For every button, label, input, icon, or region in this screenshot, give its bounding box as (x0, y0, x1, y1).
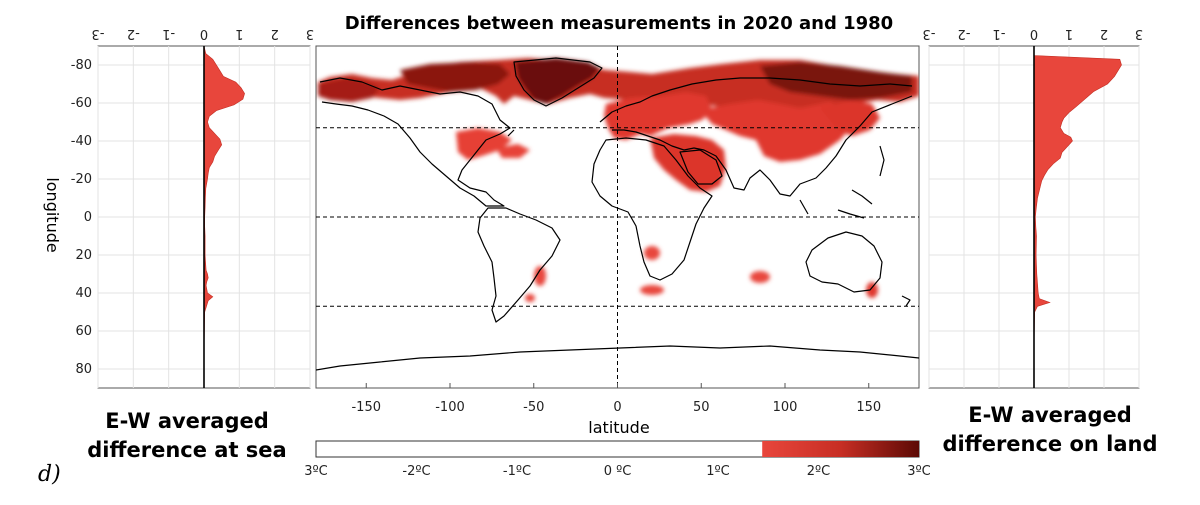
greenland-outline (513, 57, 603, 107)
panel-label: d) (38, 462, 61, 487)
n-atlantic (496, 144, 530, 158)
left-x-tick-label: -3 (92, 26, 105, 41)
alaska (318, 78, 380, 102)
left-profile-area (203, 45, 245, 388)
right-x-tick-label: 3 (1135, 26, 1143, 41)
colorbar: 3ºC -2ºC -1ºC 0 ºC 1ºC 2ºC 3ºC (304, 440, 931, 479)
middle-east (650, 134, 726, 192)
right-panel: -3 -2 -1 0 1 2 3 (923, 26, 1144, 389)
left-x-tick-label: 0 (200, 26, 208, 41)
australia-outline (805, 231, 883, 293)
left-x-tick-label: 2 (271, 26, 279, 41)
map-x-tick-label: -50 (523, 400, 544, 415)
s-atlantic-patch (640, 285, 664, 295)
y-tick-label: -20 (71, 172, 92, 187)
y-tick-label: 20 (75, 248, 92, 263)
east-asia (820, 100, 880, 136)
central-asia (700, 100, 852, 162)
south-africa-patch (644, 246, 660, 260)
map-x-tick-label: 150 (856, 400, 881, 415)
right-x-ticks: -3 -2 -1 0 1 2 3 (923, 26, 1144, 41)
left-y-ticks: -80 -60 -40 -20 0 20 40 60 80 (71, 58, 92, 377)
left-x-ticks: -3 -2 -1 0 1 2 3 (92, 26, 315, 41)
left-x-tick-label: -1 (162, 26, 175, 41)
right-profile-area (1033, 46, 1122, 388)
right-x-tick-label: 0 (1030, 26, 1038, 41)
y-tick-label: 40 (75, 286, 92, 301)
south-indian-patch (750, 271, 770, 283)
south-america-outline (477, 207, 561, 323)
right-x-tick-label: 1 (1065, 26, 1073, 41)
eurasia-outline (599, 77, 913, 197)
reference-lines (316, 46, 919, 388)
coastlines (316, 57, 919, 371)
left-panel: -3 -2 -1 0 1 2 3 -80 -60 -40 -20 0 20 40 60 80 longitu… (43, 26, 315, 389)
colorbar-warm-segment (762, 441, 919, 457)
y-tick-label: -40 (71, 134, 92, 149)
colorbar-tick-label: -1ºC (503, 464, 531, 479)
right-caption: E-W averaged difference on land (942, 403, 1158, 456)
colorbar-tick-label: 1ºC (706, 464, 729, 479)
y-tick-label: 80 (75, 362, 92, 377)
y-tick-label: -80 (71, 58, 92, 73)
map-panel: -150 -100 -50 0 50 100 150 latitude (315, 45, 920, 437)
africa-outline (591, 137, 713, 281)
colorbar-tick-label: 2ºC (807, 464, 830, 479)
chart-title: Differences between measurements in 2020… (345, 13, 893, 34)
colorbar-labels: 3ºC -2ºC -1ºC 0 ºC 1ºC 2ºC 3ºC (304, 464, 930, 479)
warming-field (318, 58, 919, 302)
left-y-axis-label: longitude (43, 177, 62, 252)
map-x-tick-label: 50 (693, 400, 710, 415)
greenland (515, 58, 600, 104)
australia-patch (866, 282, 878, 298)
canadian-arctic (400, 62, 510, 92)
left-x-tick-label: 1 (235, 26, 243, 41)
left-x-tick-label: 3 (306, 26, 314, 41)
colorbar-tick-label: -2ºC (402, 464, 430, 479)
antarctica-outline (316, 345, 919, 371)
y-tick-label: 0 (84, 210, 92, 225)
colorbar-tick-label: 3ºC (907, 464, 930, 479)
map-x-ticks: -150 -100 -50 0 50 100 150 (351, 383, 881, 415)
north-america-outline (319, 77, 511, 207)
colorbar-tick-label: 3ºC (304, 464, 327, 479)
map-x-tick-label: 100 (773, 400, 798, 415)
s-pacific-patch (525, 294, 535, 302)
y-tick-label: -60 (71, 96, 92, 111)
map-x-tick-label: 0 (613, 400, 621, 415)
ne-america (456, 128, 512, 160)
right-x-tick-label: -1 (993, 26, 1006, 41)
right-x-tick-label: -2 (958, 26, 971, 41)
y-tick-label: 60 (75, 324, 92, 339)
siberia-dark (760, 62, 912, 100)
map-x-tick-label: -150 (351, 400, 381, 415)
right-x-tick-label: 2 (1100, 26, 1108, 41)
argentina-patch (534, 266, 546, 286)
map-x-tick-label: -100 (435, 400, 465, 415)
right-grid (928, 46, 1140, 388)
left-x-tick-label: -2 (127, 26, 140, 41)
left-caption: E-W averaged difference at sea (87, 409, 287, 462)
map-x-axis-label: latitude (588, 418, 649, 437)
right-x-tick-label: -3 (923, 26, 936, 41)
islands-outline (507, 129, 911, 307)
arabia-outline (679, 149, 723, 185)
colorbar-tick-label: 0 ºC (604, 464, 632, 479)
